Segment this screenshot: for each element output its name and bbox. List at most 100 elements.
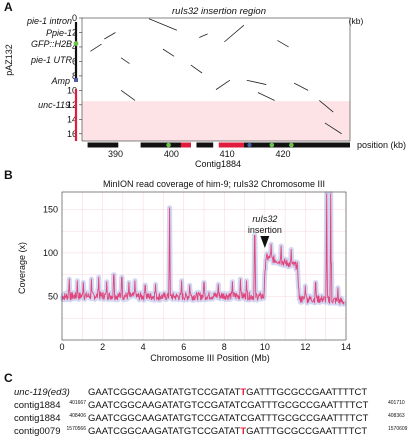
x-tick-label: 2	[100, 342, 105, 352]
y-tick-label: 6	[72, 56, 77, 66]
coverage-frame	[61, 191, 347, 341]
y-tick-label: 10	[67, 85, 77, 95]
coverage-y-ticks: 50 100 150	[43, 204, 58, 301]
alignment-row: contig1884 408406 GAATCGGCAAGATATGTCCGAT…	[14, 413, 405, 424]
y-tick-label: 150	[43, 204, 58, 214]
label-pie-1-utr: pie-1 UTR	[30, 55, 73, 65]
y-tick-label: 4	[72, 42, 77, 52]
label-gfp-h2b: GFP::H2B	[31, 39, 72, 49]
seq-name: contig1884	[14, 413, 60, 424]
label-unc-119: unc-119	[38, 100, 70, 110]
dotplot-alignments	[90, 18, 342, 135]
panel-c: C unc-119(ed3) GAATCGGCAAGATATGTCCGATATT…	[4, 371, 408, 437]
seq-name: contig1884	[14, 400, 60, 411]
y-tick-label: 16	[67, 129, 77, 139]
seq-name: contig0079	[14, 426, 60, 437]
alignment-segment	[190, 64, 203, 74]
contig-block	[243, 142, 350, 148]
coverage-x-label: Chromosome III Position (Mb)	[150, 353, 270, 363]
dotplot-x-ticks: 390 400 410 420	[108, 149, 291, 159]
alignment-segment	[257, 92, 275, 101]
panel-b-letter: B	[4, 168, 13, 182]
x-tick-label: 14	[341, 342, 351, 352]
unc-119-highlight-band	[82, 101, 350, 141]
coverage-line	[61, 193, 345, 305]
seq-text: GAATCGGCAAGATATGTCCGATATTGATTTGCGCCGAATT…	[88, 426, 367, 437]
contig-block	[196, 142, 214, 148]
x-tick-label: 8	[222, 342, 227, 352]
seq-end: 1570609	[388, 426, 408, 432]
coverage-grid	[62, 192, 346, 340]
y-tick-label: 8	[72, 71, 77, 81]
seq-text: GAATCGGCAAGATATGTCCGATATCGATTTGCGCCGAATT…	[88, 400, 368, 411]
contig-track	[87, 142, 350, 148]
panel-a: A ruIs32 insertion region (kb) 0 2 4 6 8 10 12…	[4, 0, 406, 169]
alignment-row: unc-119(ed3) GAATCGGCAAGATATGTCCGATATTGA…	[14, 387, 367, 398]
insertion-label-word: insertion	[248, 225, 282, 235]
seq-text: GAATCGGCAAGATATGTCCGATATCGATTTGCGCCGAATT…	[88, 413, 368, 424]
amp-marker	[247, 142, 252, 148]
alignment-segment	[199, 33, 208, 38]
panel-c-letter: C	[4, 371, 13, 385]
y-tick-label: 0	[72, 13, 77, 23]
alignment-segment	[162, 48, 175, 57]
alignment-segment	[224, 24, 245, 43]
alignment-segment	[104, 32, 116, 40]
alignment-segment	[148, 18, 178, 31]
insertion-label-name: ruIs32	[252, 214, 277, 224]
x-tick-label: 420	[275, 149, 290, 159]
x-tick-label: 4	[141, 342, 146, 352]
seq-start: 408406	[69, 413, 86, 419]
label-pie-1-intron: pie-1 intron	[26, 16, 72, 26]
contig-label: Contig1884	[195, 159, 241, 169]
y-tick-label: 14	[67, 114, 77, 124]
seq-name: unc-119(ed3)	[14, 387, 70, 398]
coverage-y-label: Coverage (x)	[17, 242, 27, 294]
seq-start: 1570566	[67, 426, 87, 432]
x-tick-label: 400	[164, 149, 179, 159]
y-tick-label: 100	[43, 248, 58, 258]
panel-b-title: MinION read coverage of him-9; ruIs32 Ch…	[103, 179, 325, 189]
gfp-marker	[166, 142, 171, 148]
coverage-x-ticks: 0 2 4 6 8 10 12 14	[59, 342, 351, 352]
panel-a-title: ruIs32 insertion region	[172, 6, 266, 17]
alignment-segment	[293, 82, 309, 91]
alignment-segment	[277, 40, 289, 48]
alignment-row: contig1884 401667 GAATCGGCAAGATATGTCCGAT…	[14, 400, 405, 411]
label-amp: Amp	[50, 76, 70, 86]
label-pazl132: pAZ132	[4, 44, 14, 76]
contig-block	[218, 142, 244, 148]
y-tick-label: 2	[72, 27, 77, 37]
dotplot-frame	[81, 17, 351, 142]
panel-a-x-label: position (kb)	[357, 140, 406, 150]
gfp-marker	[269, 142, 275, 148]
alignment-segment	[90, 43, 102, 52]
x-tick-label: 10	[260, 342, 270, 352]
seq-end: 408363	[388, 413, 405, 419]
alignment-segment	[324, 122, 342, 135]
amp-marker	[74, 78, 78, 82]
y-tick-label: 50	[48, 291, 58, 301]
gfp-marker	[73, 41, 79, 46]
panel-a-y-unit: (kb)	[349, 16, 364, 26]
label-ppie-1: Ppie-1	[46, 28, 72, 38]
coverage-variance-band	[59, 191, 347, 307]
seq-start: 401667	[69, 400, 86, 406]
contig-block	[180, 142, 191, 148]
x-tick-label: 0	[59, 342, 64, 352]
panel-a-letter: A	[4, 0, 13, 14]
alignment-row: contig0079 1570566 GAATCGGCAAGATATGTCCGA…	[14, 426, 408, 437]
x-tick-label: 6	[181, 342, 186, 352]
alignment-segment	[215, 79, 231, 90]
contig-block	[87, 142, 119, 148]
alignment-segment	[246, 79, 267, 85]
alignment-segment	[120, 90, 136, 101]
alignment-segment	[319, 100, 334, 113]
x-tick-label: 410	[220, 149, 235, 159]
y-tick-label: 12	[67, 100, 77, 110]
dotplot-y-ticks: 0 2 4 6 8 10 12 14 16	[67, 13, 82, 139]
seq-end: 401710	[388, 400, 405, 406]
x-tick-label: 390	[108, 149, 123, 159]
panel-b: B MinION read coverage of him-9; ruIs32 …	[4, 168, 351, 363]
